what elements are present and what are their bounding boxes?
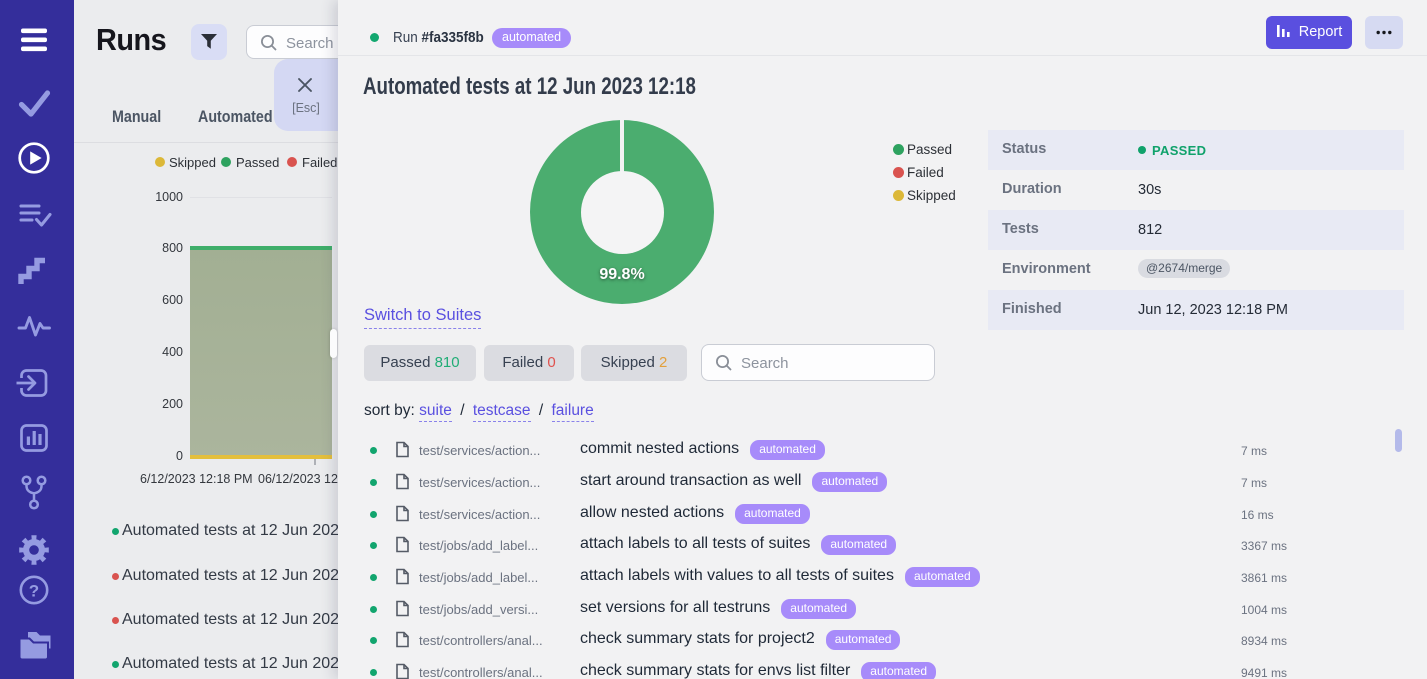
svg-text:?: ? bbox=[29, 582, 39, 601]
